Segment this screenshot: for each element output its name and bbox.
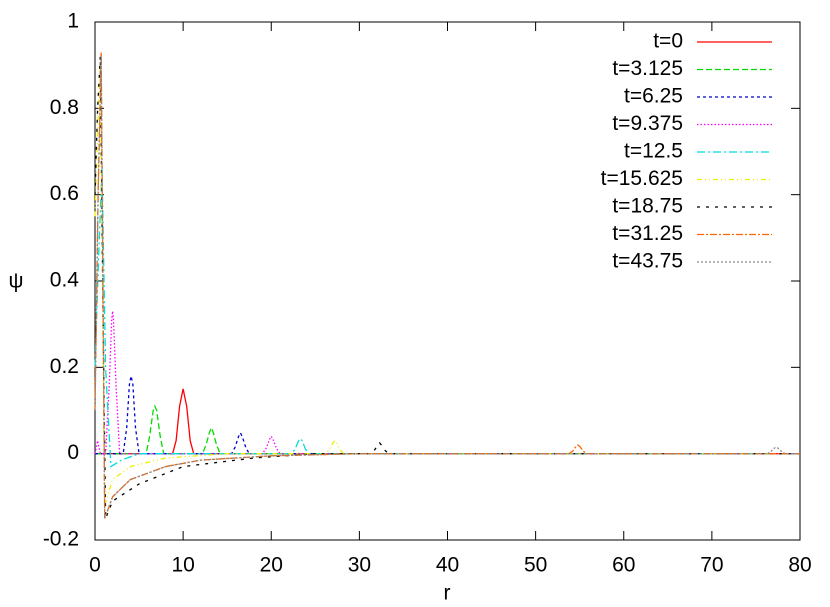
x-tick-label: 30 xyxy=(348,554,371,577)
x-tick-label: 80 xyxy=(788,554,811,577)
x-tick-label: 0 xyxy=(89,554,101,577)
legend-label: t=43.75 xyxy=(612,250,683,273)
series-line xyxy=(94,311,800,455)
legend-label: t=12.5 xyxy=(624,140,683,163)
y-tick-label: 0 xyxy=(67,441,79,464)
series-line xyxy=(95,388,800,455)
y-tick-label: 0.6 xyxy=(50,182,79,205)
series-line xyxy=(95,404,800,455)
legend-label: t=9.375 xyxy=(612,112,683,135)
y-tick-label: -0.2 xyxy=(43,528,79,551)
y-tick-label: 0.8 xyxy=(50,96,79,119)
series-line xyxy=(94,52,800,519)
x-tick-label: 40 xyxy=(436,554,459,577)
x-axis-label: r xyxy=(444,582,451,605)
series-line xyxy=(94,65,800,506)
y-tick-label: 0.4 xyxy=(50,269,80,292)
y-axis-label: ψ xyxy=(9,270,24,293)
x-tick-label: 10 xyxy=(171,554,194,577)
legend-label: t=0 xyxy=(653,30,683,53)
series-line xyxy=(94,168,800,468)
legend-label: t=18.75 xyxy=(612,195,683,218)
x-tick-label: 50 xyxy=(524,554,547,577)
x-tick-label: 20 xyxy=(260,554,283,577)
y-tick-label: 1 xyxy=(67,10,79,33)
series-line xyxy=(94,56,800,519)
legend-label: t=3.125 xyxy=(612,57,683,80)
plot-frame xyxy=(94,21,801,541)
legend-label: t=31.25 xyxy=(612,222,683,245)
series-line xyxy=(95,375,800,455)
x-tick-label: 60 xyxy=(612,554,635,577)
x-tick-label: 70 xyxy=(700,554,723,577)
series-line xyxy=(94,56,800,519)
legend-label: t=6.25 xyxy=(624,85,683,108)
legend-label: t=15.625 xyxy=(601,167,683,190)
y-tick-label: 0.2 xyxy=(50,355,79,378)
